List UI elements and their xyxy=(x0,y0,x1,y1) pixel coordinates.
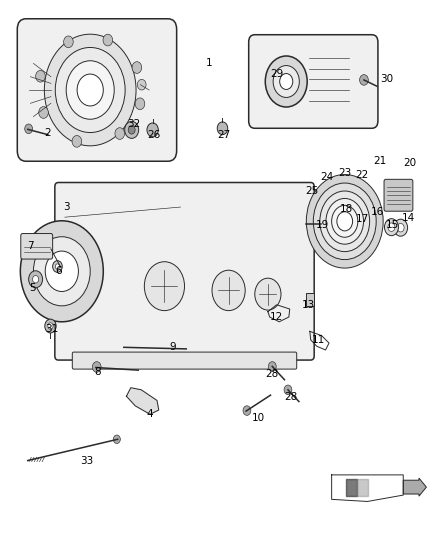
Circle shape xyxy=(255,278,281,310)
Circle shape xyxy=(125,122,139,139)
Circle shape xyxy=(64,36,73,47)
Text: 32: 32 xyxy=(127,119,141,129)
Text: 5: 5 xyxy=(29,283,35,293)
Circle shape xyxy=(92,362,101,372)
Circle shape xyxy=(397,223,404,232)
Circle shape xyxy=(55,47,125,133)
FancyBboxPatch shape xyxy=(17,19,177,161)
FancyBboxPatch shape xyxy=(21,233,53,259)
Circle shape xyxy=(145,262,184,311)
Circle shape xyxy=(306,174,383,268)
Circle shape xyxy=(45,251,78,292)
Circle shape xyxy=(45,319,56,333)
Text: 29: 29 xyxy=(270,69,283,79)
FancyBboxPatch shape xyxy=(249,35,378,128)
Circle shape xyxy=(132,62,142,74)
Circle shape xyxy=(360,75,368,85)
Text: 28: 28 xyxy=(284,392,298,402)
Circle shape xyxy=(113,435,120,443)
Text: 15: 15 xyxy=(386,220,399,230)
Text: 20: 20 xyxy=(404,158,417,168)
Circle shape xyxy=(385,219,399,236)
Circle shape xyxy=(138,79,146,90)
Text: 6: 6 xyxy=(55,266,62,276)
Circle shape xyxy=(66,61,114,119)
Text: 4: 4 xyxy=(147,409,153,419)
Circle shape xyxy=(53,261,62,272)
Text: 31: 31 xyxy=(46,324,59,334)
Text: 14: 14 xyxy=(402,213,416,223)
Circle shape xyxy=(217,122,228,135)
Text: 1: 1 xyxy=(206,59,213,68)
Text: 30: 30 xyxy=(381,75,394,84)
Polygon shape xyxy=(127,387,159,414)
Text: 8: 8 xyxy=(94,367,101,377)
Circle shape xyxy=(35,70,45,82)
Circle shape xyxy=(394,219,408,236)
Circle shape xyxy=(103,34,113,46)
Circle shape xyxy=(28,271,42,288)
FancyBboxPatch shape xyxy=(72,352,297,369)
Text: 26: 26 xyxy=(147,130,160,140)
Text: 10: 10 xyxy=(252,413,265,423)
Text: 17: 17 xyxy=(356,214,369,224)
Circle shape xyxy=(268,362,276,371)
Circle shape xyxy=(39,107,48,118)
Text: 25: 25 xyxy=(305,186,318,196)
Circle shape xyxy=(273,66,299,98)
Circle shape xyxy=(77,74,103,106)
Circle shape xyxy=(332,205,358,237)
Polygon shape xyxy=(403,478,426,496)
Circle shape xyxy=(212,270,245,311)
Circle shape xyxy=(320,191,370,252)
Circle shape xyxy=(48,323,53,329)
Text: 23: 23 xyxy=(338,168,351,179)
Circle shape xyxy=(25,124,32,134)
Text: 7: 7 xyxy=(27,241,34,251)
Text: 16: 16 xyxy=(371,207,384,217)
Circle shape xyxy=(313,183,376,260)
Circle shape xyxy=(388,223,395,231)
Circle shape xyxy=(128,126,135,134)
Text: 3: 3 xyxy=(63,202,70,212)
Text: 19: 19 xyxy=(316,220,329,230)
Text: 28: 28 xyxy=(265,369,279,379)
Circle shape xyxy=(115,128,124,140)
Text: 22: 22 xyxy=(356,170,369,180)
Circle shape xyxy=(72,135,81,147)
Circle shape xyxy=(243,406,251,415)
Circle shape xyxy=(20,221,103,322)
Bar xyxy=(306,293,314,306)
Circle shape xyxy=(337,212,353,231)
Text: 24: 24 xyxy=(321,172,334,182)
Text: 18: 18 xyxy=(340,204,353,214)
Circle shape xyxy=(326,198,364,244)
Circle shape xyxy=(265,56,307,107)
Circle shape xyxy=(280,74,293,90)
Circle shape xyxy=(147,123,158,137)
Text: 27: 27 xyxy=(218,130,231,140)
Text: 12: 12 xyxy=(270,312,283,322)
Circle shape xyxy=(32,276,39,283)
Circle shape xyxy=(284,385,292,394)
Circle shape xyxy=(33,237,90,306)
Text: 11: 11 xyxy=(312,335,325,345)
Text: 33: 33 xyxy=(81,456,94,465)
Text: 9: 9 xyxy=(170,342,177,352)
Text: 2: 2 xyxy=(45,127,51,138)
FancyBboxPatch shape xyxy=(384,179,413,211)
FancyBboxPatch shape xyxy=(55,182,314,360)
Circle shape xyxy=(55,264,60,269)
Text: 13: 13 xyxy=(302,300,315,310)
Circle shape xyxy=(135,98,145,110)
Text: 21: 21 xyxy=(373,156,386,166)
Circle shape xyxy=(44,34,136,146)
